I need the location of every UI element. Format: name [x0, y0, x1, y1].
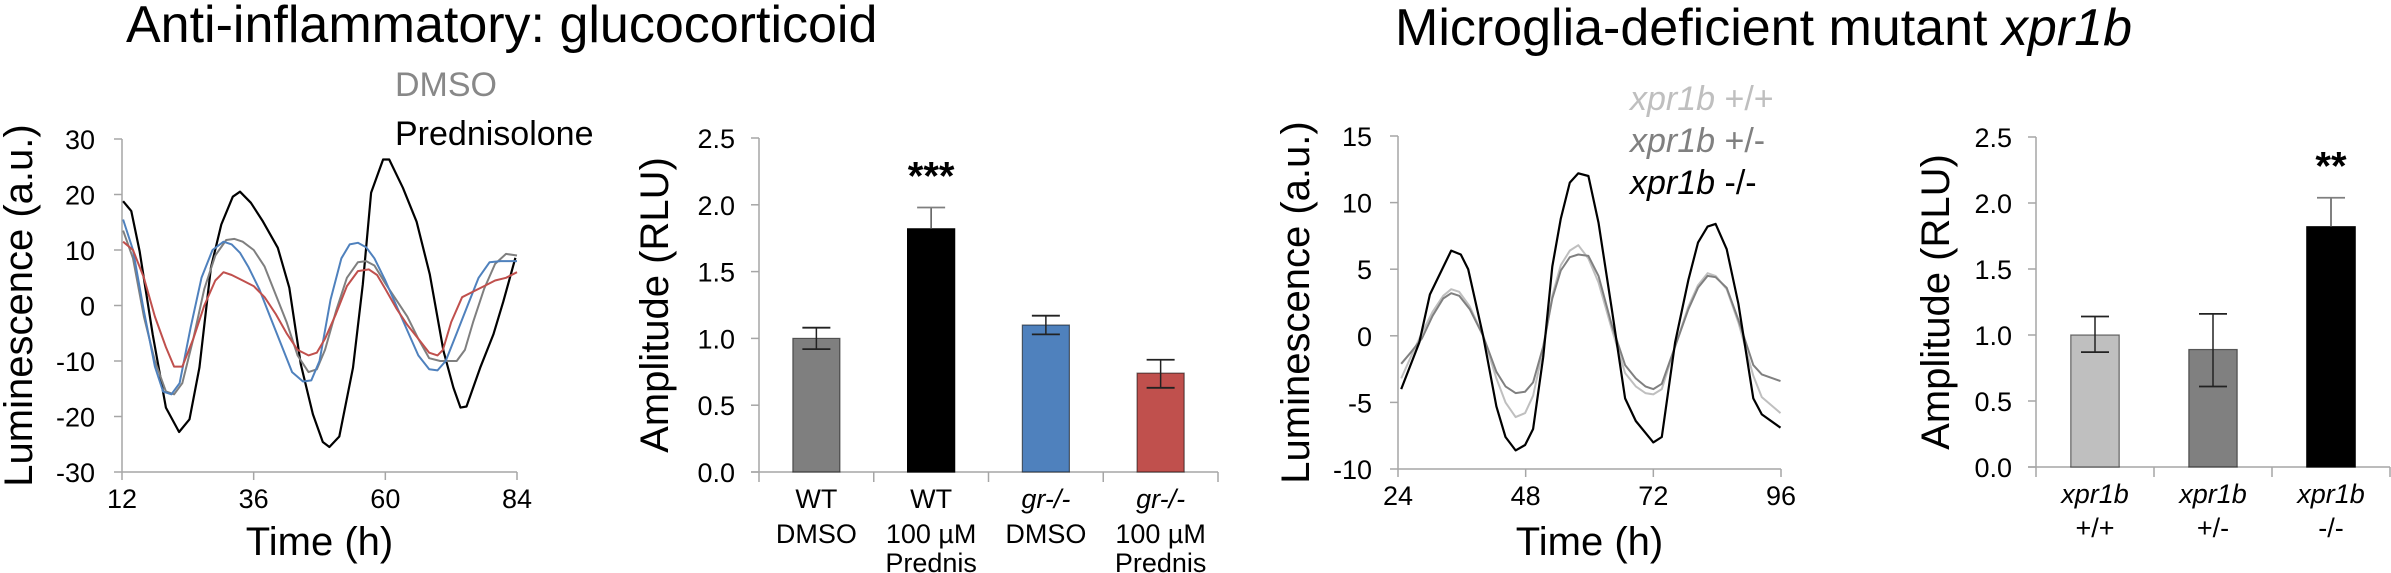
category-label-line2: 100 µM: [886, 519, 977, 549]
category-label-line1: WT: [795, 484, 837, 514]
x-tick-label: 72: [1638, 481, 1668, 511]
y-axis-label: Amplitude (RLU): [633, 157, 677, 453]
y-tick-label: 2.0: [1974, 189, 2012, 219]
y-tick-label: -30: [56, 458, 95, 488]
y-tick-label: 30: [65, 125, 95, 155]
legend-gene: xpr1b: [1628, 80, 1715, 118]
series-line-wt-prednisolone: [122, 158, 517, 449]
category-label-line1: xpr1b: [2059, 479, 2129, 509]
category-label-line2: +/+: [2075, 513, 2114, 543]
series-line-wt-dmso: [122, 230, 518, 396]
category-label-line2: 100 µM: [1115, 519, 1206, 549]
y-tick-label: 0.5: [697, 391, 735, 421]
series-line-xpr1b-: [1400, 244, 1782, 419]
series-line-gr-100-um-prednis: [122, 240, 518, 368]
bar: [907, 228, 956, 473]
bar: [1136, 372, 1185, 473]
x-tick-label: 60: [370, 484, 400, 514]
category-label-line3: Prednis: [885, 548, 977, 573]
category-label-line1: WT: [910, 484, 952, 514]
series-line-xpr1b-: [1400, 172, 1782, 452]
y-tick-label: 1.5: [1974, 255, 2012, 285]
y-tick-label: 2.0: [697, 191, 735, 221]
chart-xpr1b-luminescence: 15 10 5 0 -5 -10 24 48 72 96 Time (h) Luminescence …: [1274, 80, 1796, 564]
series-line-gr-dmso: [122, 219, 517, 396]
legend-gene: xpr1b: [1628, 164, 1715, 202]
legend-entry: DMSO: [395, 66, 497, 104]
category-label-line1: gr-/-: [1136, 484, 1185, 514]
x-tick-label: 84: [502, 484, 532, 514]
y-tick-label: -20: [56, 403, 95, 433]
category-label-line2: DMSO: [1005, 519, 1086, 549]
bar: [2070, 334, 2120, 468]
x-axis-label: Time (h): [1516, 520, 1663, 564]
legend-gene: xpr1b: [1628, 122, 1715, 160]
y-tick-label: 0: [1357, 322, 1372, 352]
category-label-line2: +/-: [2197, 513, 2229, 543]
title-right-prefix: Microglia-deficient mutant: [1395, 0, 2002, 57]
x-tick-label: 96: [1766, 481, 1796, 511]
bar: [792, 337, 841, 473]
y-tick-label: 0.0: [1974, 453, 2012, 483]
y-tick-label: 10: [65, 236, 95, 266]
x-axis-label: Time (h): [246, 520, 393, 564]
chart-glucocorticoid-amplitude: 0.0 0.5 1.0 1.5 2.0 2.5 Amplitude (RLU) WT DMSO W…: [633, 124, 1219, 573]
y-tick-label: 5: [1357, 255, 1372, 285]
x-tick-label: 48: [1511, 481, 1541, 511]
category-label-line1: xpr1b: [2177, 479, 2247, 509]
y-tick-label: 0.5: [1974, 387, 2012, 417]
legend-genotype: -/-: [1715, 164, 1757, 202]
legend-genotype: +/-: [1715, 122, 1765, 160]
bar: [2306, 226, 2356, 468]
series-line-xpr1b-: [1400, 253, 1781, 395]
title-left: Anti-inflammatory: glucocorticoid: [126, 0, 877, 54]
category-label-line2: -/-: [2318, 513, 2343, 543]
y-tick-label: 15: [1342, 122, 1372, 152]
category-label-line2: DMSO: [776, 519, 857, 549]
y-tick-label: 10: [1342, 189, 1372, 219]
y-tick-label: 0.0: [697, 458, 735, 488]
category-label-line1: xpr1b: [2295, 479, 2365, 509]
significance-marker: ***: [908, 154, 955, 198]
y-tick-label: 2.5: [1974, 123, 2012, 153]
legend-entry: xpr1b +/+: [1628, 80, 1774, 118]
y-axis-label: Luminescence (a.u.): [0, 124, 41, 486]
y-tick-label: 1.0: [697, 324, 735, 354]
legend-entry: Prednisolone: [395, 115, 593, 153]
y-axis-label: Luminescence (a.u.): [1274, 121, 1318, 483]
y-axis-label: Amplitude (RLU): [1914, 154, 1958, 450]
x-tick-label: 36: [239, 484, 269, 514]
bar: [1021, 324, 1070, 473]
title-right: Microglia-deficient mutant xpr1b: [1395, 0, 2132, 57]
y-tick-label: 2.5: [697, 124, 735, 154]
category-label-line3: Prednis: [1115, 548, 1207, 573]
y-tick-label: -10: [1333, 455, 1372, 485]
y-tick-label: -5: [1348, 388, 1372, 418]
y-tick-label: 0: [80, 292, 95, 322]
y-tick-label: -10: [56, 347, 95, 377]
legend-entry: xpr1b +/-: [1628, 122, 1765, 160]
category-label-line1: gr-/-: [1021, 484, 1070, 514]
y-tick-label: 1.5: [697, 258, 735, 288]
y-tick-label: 20: [65, 181, 95, 211]
significance-marker: **: [2315, 145, 2347, 189]
chart-xpr1b-amplitude: 0.0 0.5 1.0 1.5 2.0 2.5 Amplitude (RLU) xpr1b +/…: [1914, 123, 2391, 543]
legend-entry: xpr1b -/-: [1628, 164, 1757, 202]
legend-genotype: +/+: [1715, 80, 1774, 118]
x-tick-label: 24: [1383, 481, 1413, 511]
y-tick-label: 1.0: [1974, 321, 2012, 351]
chart-glucocorticoid-luminescence: 30 20 10 0 -10 -20 -30 12 36 60 84 Time (h) Luminesc…: [0, 66, 593, 564]
title-right-italic: xpr1b: [1999, 0, 2132, 57]
x-tick-label: 12: [107, 484, 137, 514]
